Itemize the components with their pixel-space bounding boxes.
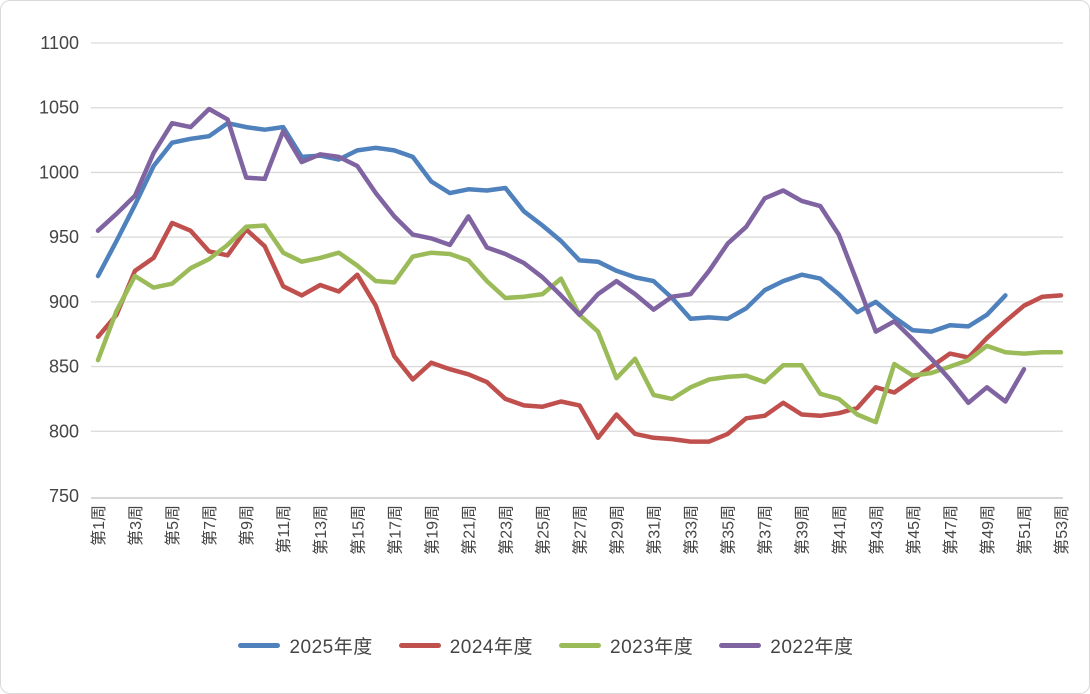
x-tick-label: 第19周	[423, 505, 441, 555]
x-tick-label: 第33周	[683, 505, 701, 555]
x-tick-label: 第49周	[979, 505, 997, 555]
x-tick-label: 第1周	[90, 505, 108, 546]
legend-item-2022[interactable]: 2022年度	[719, 632, 853, 659]
x-tick-label: 第17周	[386, 505, 404, 555]
x-tick-label: 第7周	[201, 505, 219, 546]
x-axis-labels: 第1周 第3周 第5周 第7周 第9周 第11周 第13周 第15周 第17周 第19周 第21周 第…	[90, 505, 1071, 555]
x-tick-label: 第43周	[868, 505, 886, 555]
x-tick-label: 第41周	[831, 505, 849, 555]
legend-swatch-2023-icon	[559, 642, 601, 648]
x-tick-label: 第15周	[349, 505, 367, 555]
y-tick-label: 800	[49, 421, 79, 441]
legend-item-2023[interactable]: 2023年度	[559, 632, 693, 659]
x-tick-label: 第27周	[572, 505, 590, 555]
y-axis-labels: 750 800 850 900 950 1000 1050 1100	[39, 33, 79, 506]
x-tick-label: 第13周	[312, 505, 330, 555]
series-line-2022	[95, 106, 1027, 406]
legend-swatch-2022-icon	[719, 642, 762, 648]
x-tick-label: 第9周	[238, 505, 256, 546]
series-line-2024	[95, 220, 1064, 444]
y-tick-label: 1050	[39, 98, 79, 118]
x-tick-label: 第31周	[646, 505, 664, 555]
legend-item-2024[interactable]: 2024年度	[398, 632, 533, 659]
x-tick-label: 第3周	[127, 505, 145, 546]
y-tick-label: 900	[49, 292, 79, 312]
legend-label-2024: 2024年度	[449, 636, 533, 658]
x-tick-label: 第21周	[460, 505, 478, 555]
x-tick-label: 第51周	[1016, 505, 1034, 555]
y-tick-label: 950	[49, 227, 79, 247]
x-tick-label: 第35周	[720, 505, 738, 555]
x-tick-label: 第11周	[275, 505, 293, 554]
x-tick-label: 第37周	[757, 505, 775, 555]
legend-label-2023: 2023年度	[610, 636, 694, 658]
y-tick-label: 1000	[39, 162, 79, 182]
series-line-2025	[95, 120, 1008, 334]
legend-swatch-2024-icon	[398, 642, 441, 648]
legend-item-2025[interactable]: 2025年度	[238, 632, 372, 659]
x-tick-label: 第25周	[534, 505, 552, 555]
y-tick-label: 750	[49, 486, 79, 506]
chart-legend: 2025年度 2024年度 2023年度 2022年度	[1, 623, 1089, 667]
x-tick-label: 第39周	[794, 505, 812, 555]
y-tick-label: 1100	[40, 33, 79, 53]
x-tick-label: 第47周	[942, 505, 960, 555]
y-tick-label: 850	[49, 357, 79, 377]
legend-swatch-2025-icon	[238, 642, 281, 648]
x-tick-label: 第23周	[497, 505, 515, 555]
x-tick-label: 第29周	[609, 505, 627, 555]
legend-label-2025: 2025年度	[289, 636, 373, 658]
series-line-2023	[95, 223, 1064, 425]
x-tick-label: 第45周	[905, 505, 923, 555]
x-tick-label: 第5周	[164, 505, 182, 546]
legend-label-2022: 2022年度	[770, 636, 854, 658]
x-tick-label: 第53周	[1053, 505, 1071, 555]
